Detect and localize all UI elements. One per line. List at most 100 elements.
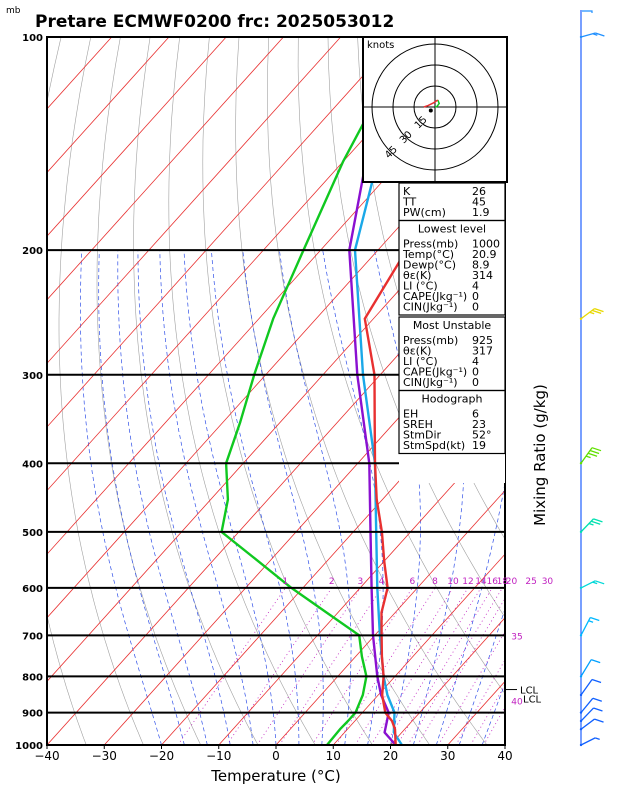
moist-adiabat <box>137 250 231 745</box>
lowest-level-label: θε(K) <box>403 269 431 282</box>
isotherm <box>332 553 505 745</box>
isotherm <box>47 37 227 237</box>
wind-barb-dot <box>579 693 583 697</box>
x-tick-label: 30 <box>440 749 455 763</box>
pressure-unit-label: mb <box>6 6 21 16</box>
dry-adiabat <box>565 37 618 745</box>
wind-barb-flag <box>592 33 598 36</box>
most-unstable-value: 0 <box>472 376 479 389</box>
lowest-level-label: Press(mb) <box>403 238 458 251</box>
wind-barb-flag <box>588 620 594 623</box>
wind-barb-flag <box>593 518 603 523</box>
mixing-ratio-line <box>470 684 505 745</box>
wind-barb-staff <box>580 737 596 746</box>
mixing-ratio-label: 10 <box>447 577 459 587</box>
mixing-ratio-line <box>417 597 505 745</box>
x-tick-label: 40 <box>497 749 512 763</box>
lowest-level-label: CIN(Jkg⁻¹) <box>403 301 458 314</box>
hodograph-trace <box>423 99 439 108</box>
lowest-level-box <box>398 219 506 316</box>
wind-barb <box>579 518 603 534</box>
dry-adiabat <box>202 37 373 745</box>
wind-barb-flag <box>590 659 601 664</box>
wind-barb-flag <box>589 449 600 455</box>
mixing-ratio-line <box>455 659 505 745</box>
pressure-tick-label: 100 <box>22 33 43 44</box>
wind-barb <box>579 32 605 39</box>
wind-barb <box>579 697 603 714</box>
dry-adiabat <box>595 37 618 745</box>
mixing-ratio-label: 12 <box>462 577 473 587</box>
wind-barb-flag <box>594 307 604 313</box>
wind-barb-flag <box>591 447 602 452</box>
wind-barb-flag <box>590 616 600 622</box>
wind-barb-dot <box>579 462 583 465</box>
pressure-tick-label: 1000 <box>15 741 43 752</box>
wind-barb-flag <box>593 707 603 712</box>
lowest-level-value: 0 <box>472 301 479 314</box>
pressure-tick-label: 900 <box>22 709 43 720</box>
x-tick-label: −30 <box>92 749 117 763</box>
lowest-level-label: Dewp(°C) <box>403 259 456 272</box>
lowest-level-label: LI (°C) <box>403 280 438 293</box>
pressure-tick-label: 600 <box>22 584 43 595</box>
mixing-ratio-line <box>226 587 333 745</box>
most-unstable-value: 925 <box>472 334 493 347</box>
hodograph-trace <box>434 99 441 108</box>
wind-barb-flag <box>591 520 601 525</box>
isotherm <box>390 617 505 745</box>
moist-adiabat <box>374 250 421 745</box>
wind-barb-flag <box>588 522 594 526</box>
mixing-ratio-label: 4 <box>379 577 385 587</box>
mixing-ratio-label: 20 <box>506 577 518 587</box>
wind-barb-dot <box>579 634 583 637</box>
pressure-tick-label: 500 <box>22 528 43 539</box>
x-tick-label: 0 <box>272 749 280 763</box>
moist-adiabat <box>80 250 162 745</box>
pressure-tick-label: 700 <box>22 631 43 642</box>
isotherm <box>218 426 505 745</box>
lowest-level-value: 0 <box>472 290 479 303</box>
mixing-ratio-label: 25 <box>525 577 536 587</box>
most-unstable-label: LI (°C) <box>403 355 438 368</box>
lowest-level-label: Temp(°C) <box>402 248 454 261</box>
dry-adiabat <box>168 37 316 745</box>
x-tick-label: 10 <box>326 749 341 763</box>
hodograph-units-label: knots <box>367 40 394 51</box>
most-unstable-value: 317 <box>472 345 493 358</box>
top-wind-barb <box>582 10 593 13</box>
chart-title: Pretare ECMWF0200 frc: 2025053012 <box>35 12 394 32</box>
dry-adiabat <box>58 37 144 745</box>
mixing-ratio-label: 8 <box>432 577 438 587</box>
isotherm <box>47 37 341 364</box>
wind-barb-staff <box>580 707 594 722</box>
wind-barb-dot <box>579 743 583 747</box>
wind-barb-flag <box>591 309 602 315</box>
wind-barb-dot <box>579 586 583 590</box>
hodograph-indices-label: StmDir <box>403 429 442 442</box>
indices-panel: K 26 TT 45 PW(cm) 1.9 Lowest level Press(mb) 100… <box>398 182 506 483</box>
mixing-ratio-label: 30 <box>542 577 554 587</box>
temperature-trace <box>363 89 505 745</box>
storm-motion-marker <box>428 108 433 113</box>
mixing-ratio-label: 2 <box>329 577 335 587</box>
index-top-value: 26 <box>472 185 486 198</box>
wind-barb-flag <box>594 718 604 723</box>
pressure-tick-label: 300 <box>22 371 43 382</box>
moist-adiabat <box>322 250 384 745</box>
wind-barb-dot <box>579 317 583 320</box>
x-tick-label: −20 <box>149 749 174 763</box>
hodograph-indices-value: 6 <box>472 408 479 421</box>
dewpoint-trace <box>220 37 411 745</box>
index-top-label: TT <box>402 196 417 209</box>
pressure-tick-label: 400 <box>22 459 43 470</box>
x-axis-label: Temperature (°C) <box>210 767 340 785</box>
wind-barb-flag <box>589 311 595 315</box>
wind-barb-dot <box>579 728 583 731</box>
mixing-ratio-label: 6 <box>409 577 415 587</box>
dry-adiabat <box>327 37 505 618</box>
wind-barb-flag <box>585 455 591 459</box>
hodograph-indices-heading: Hodograph <box>422 393 483 406</box>
